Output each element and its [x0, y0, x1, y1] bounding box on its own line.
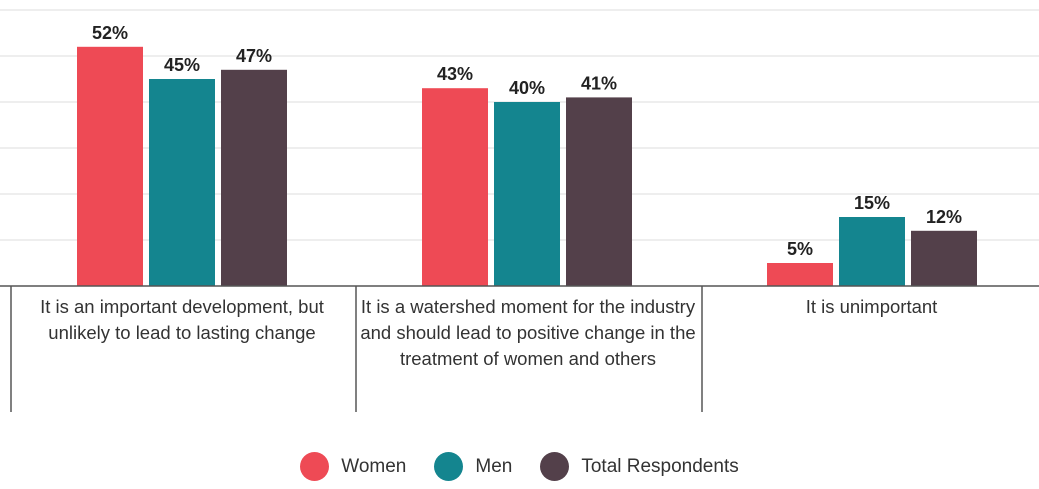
category-label-3: It is unimportant — [805, 296, 938, 317]
bar-men-1 — [149, 79, 215, 286]
bar-women-3 — [767, 263, 833, 286]
bar-total-2 — [566, 97, 632, 287]
data-label-total-2: 41% — [581, 73, 617, 93]
data-label-men-3: 15% — [854, 193, 890, 213]
bar-women-2 — [422, 88, 488, 286]
legend-swatch-women — [300, 452, 330, 481]
category-label-2: It is a watershed moment for the industr… — [360, 296, 696, 369]
legend-swatch-men — [434, 452, 464, 481]
bar-women-1 — [77, 46, 143, 286]
legend-label-men: Men — [475, 455, 513, 477]
legend-swatch-total — [540, 452, 570, 481]
bar-chart: 52% 45% 47% 43% 40% 41% 5% 15% 12% — [0, 9, 1039, 412]
legend-item-total: Total Respondents — [540, 452, 739, 481]
bar-total-1 — [221, 69, 287, 286]
data-label-women-2: 43% — [437, 64, 473, 84]
x-axis — [0, 285, 1039, 412]
category-label-1: It is an important development, but unli… — [40, 296, 324, 343]
data-label-women-1: 52% — [92, 23, 128, 43]
bar-total-3 — [911, 230, 977, 286]
legend-item-men: Men — [434, 452, 512, 481]
bar-men-2 — [494, 102, 560, 286]
legend-label-women: Women — [341, 455, 407, 477]
data-label-total-3: 12% — [926, 207, 962, 227]
data-label-men-2: 40% — [509, 78, 545, 98]
data-label-women-3: 5% — [787, 239, 813, 259]
data-label-total-1: 47% — [236, 46, 272, 66]
legend-item-women: Women — [300, 452, 406, 481]
bars — [77, 46, 977, 287]
legend: Women Men Total Respondents — [0, 452, 1039, 481]
bar-men-3 — [839, 217, 905, 286]
legend-label-total: Total Respondents — [581, 455, 739, 477]
data-labels: 52% 45% 47% 43% 40% 41% 5% 15% 12% — [92, 23, 962, 259]
data-label-men-1: 45% — [164, 55, 200, 75]
